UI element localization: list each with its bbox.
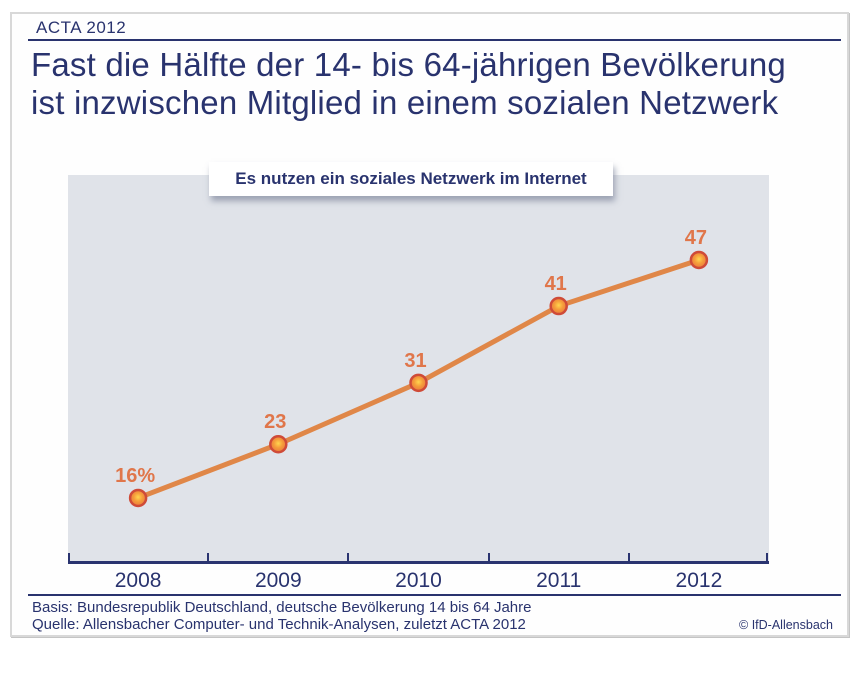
x-axis-label: 2008 [114, 569, 162, 592]
axis-tick [488, 553, 490, 564]
page-title-line1: Fast die Hälfte der 14- bis 64-jährigen … [31, 46, 786, 83]
data-point-marker [128, 488, 148, 508]
chart-svg: 16% 23 31 41 47 [115, 227, 709, 508]
footer-rule [28, 594, 841, 596]
source-note: Quelle: Allensbacher Computer- und Techn… [32, 616, 526, 633]
line-series: 16% 23 31 41 47 [115, 227, 709, 508]
x-axis-labels: 2008 2009 2010 2011 2012 [68, 569, 769, 595]
x-axis-line [68, 561, 769, 564]
data-point-label: 41 [545, 273, 567, 295]
basis-note: Basis: Bundesrepublik Deutschland, deuts… [32, 599, 532, 616]
data-point-marker [549, 296, 568, 316]
axis-tick [347, 553, 349, 564]
chart-plot-area: 16% 23 31 41 47 [68, 175, 769, 562]
page-title-line2: ist inzwischen Mitglied in einem soziale… [31, 84, 779, 121]
data-point-marker [269, 434, 288, 454]
x-axis-ticks [68, 553, 769, 564]
axis-tick [628, 553, 630, 564]
x-axis-label: 2010 [395, 569, 442, 592]
axis-tick [68, 553, 70, 564]
slide-frame: ACTA 2012 Fast die Hälfte der 14- bis 64… [10, 12, 849, 637]
data-point-label: 16% [115, 465, 155, 487]
data-point-label: 31 [404, 350, 426, 372]
axis-tick [207, 553, 209, 564]
data-point-label: 47 [685, 227, 707, 249]
x-axis-label: 2011 [536, 569, 582, 592]
report-tag: ACTA 2012 [36, 18, 127, 37]
chart-caption-box: Es nutzen ein soziales Netzwerk im Inter… [209, 162, 613, 196]
axis-tick [766, 553, 768, 564]
data-point-marker [689, 250, 709, 270]
copyright-note: © IfD-Allensbach [739, 618, 833, 632]
data-point-marker [409, 373, 428, 393]
x-axis-label: 2009 [254, 569, 302, 592]
data-point-label: 23 [264, 411, 286, 433]
x-axis-label: 2012 [675, 569, 723, 592]
page-title: Fast die Hälfte der 14- bis 64-jährigen … [31, 46, 786, 122]
header-rule [28, 39, 841, 41]
